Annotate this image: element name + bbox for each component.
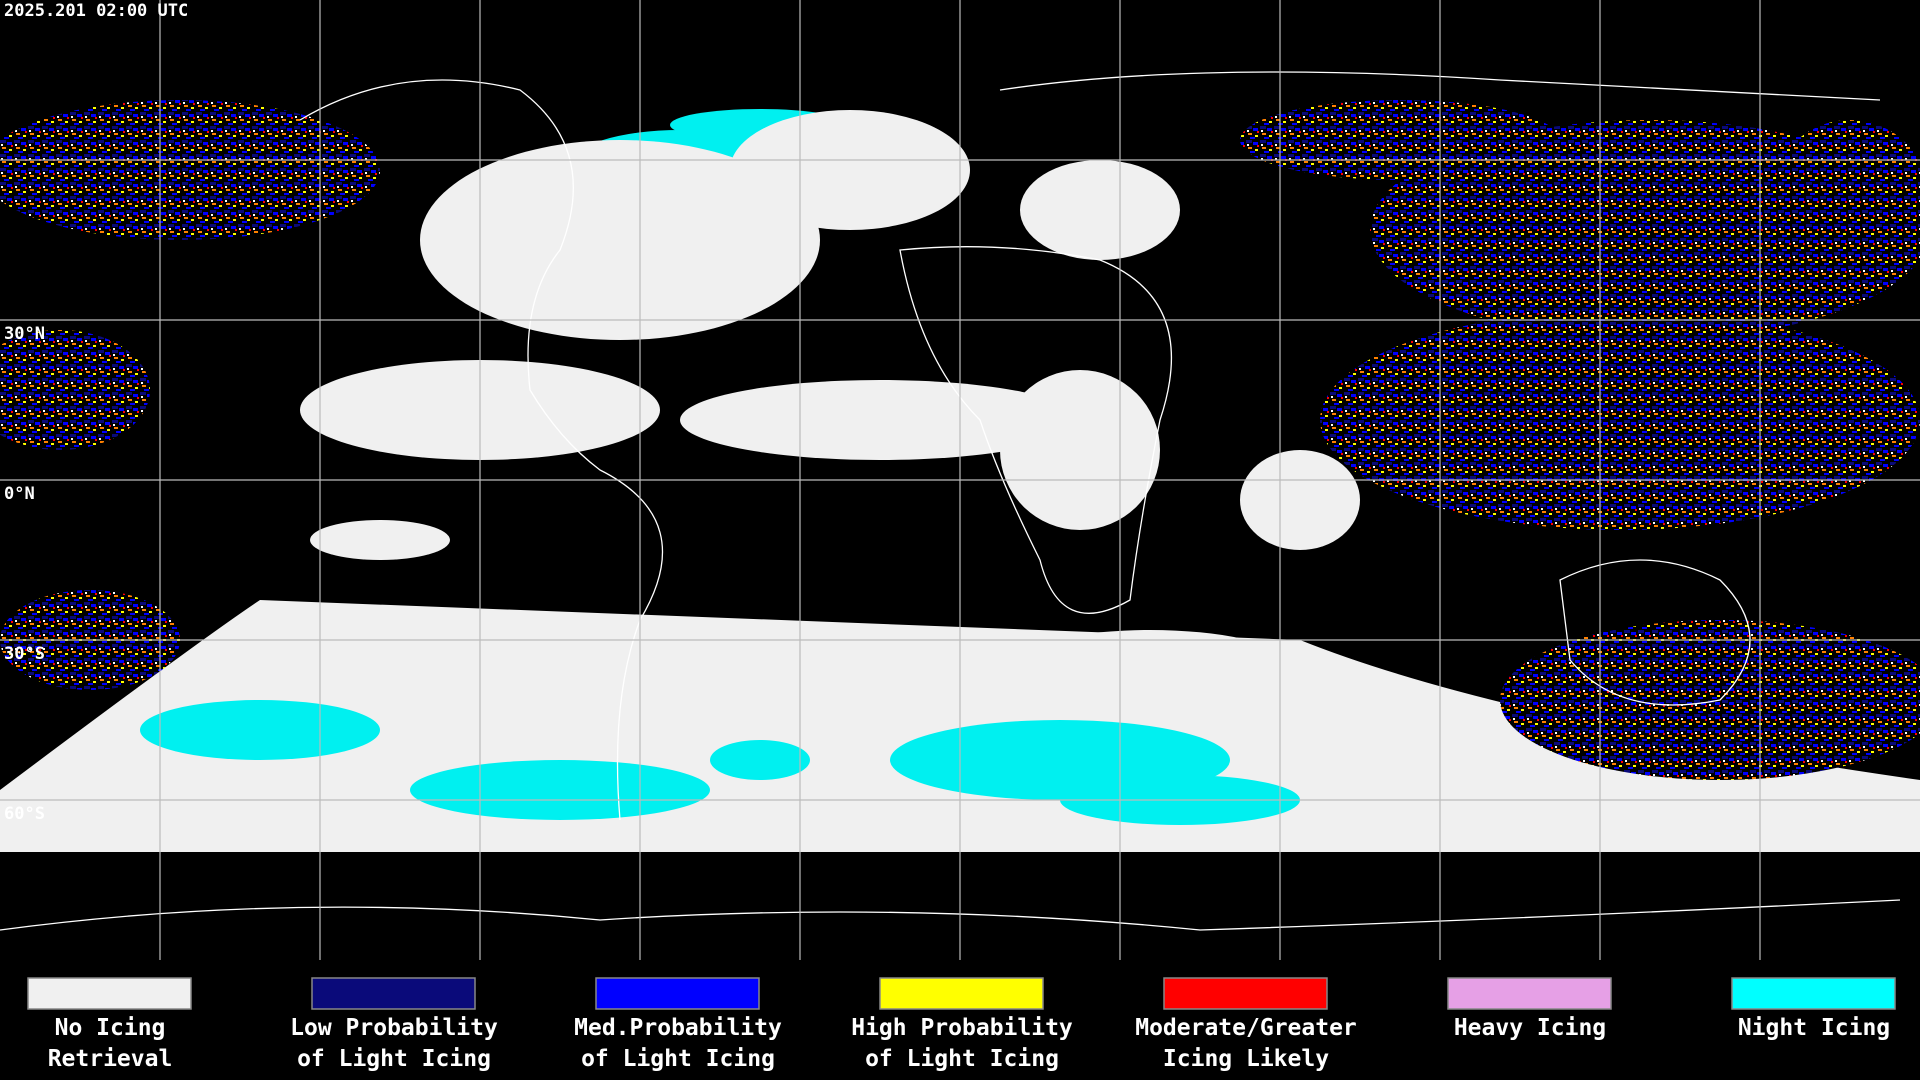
map-area (0, 0, 1920, 960)
legend-label: Icing Likely (1163, 1046, 1329, 1072)
graticule (0, 0, 1920, 960)
legend-swatch (879, 977, 1044, 1010)
legend-label: Moderate/Greater (1135, 1015, 1357, 1041)
legend-label: of Light Icing (865, 1046, 1059, 1072)
legend-swatch (595, 977, 760, 1010)
legend-swatch (27, 977, 192, 1010)
legend-label: High Probability (851, 1015, 1073, 1041)
legend-label: Med.Probability (574, 1015, 782, 1041)
latitude-label: 60°S (4, 804, 45, 824)
legend-label: Night Icing (1738, 1015, 1890, 1041)
legend-label: Heavy Icing (1454, 1015, 1606, 1041)
legend-swatch (1447, 977, 1612, 1010)
latitude-label: 0°N (4, 484, 35, 504)
legend-label: Low Probability (290, 1015, 498, 1041)
latitude-label: 30°S (4, 644, 45, 664)
timestamp: 2025.201 02:00 UTC (4, 1, 188, 21)
latitude-labels: 30°N 0°N 30°S 60°S (4, 324, 45, 824)
legend-label: No Icing (55, 1015, 166, 1041)
legend-label: of Light Icing (297, 1046, 491, 1072)
legend-swatch (1163, 977, 1328, 1010)
legend: No Icing Retrieval Low Probability of Light… (27, 977, 1896, 1072)
legend-label: of Light Icing (581, 1046, 775, 1072)
latitude-label: 30°N (4, 324, 45, 344)
legend-swatch (311, 977, 476, 1010)
legend-label: Retrieval (48, 1046, 173, 1072)
icing-probability-areas (0, 100, 1920, 780)
legend-swatch (1731, 977, 1896, 1010)
